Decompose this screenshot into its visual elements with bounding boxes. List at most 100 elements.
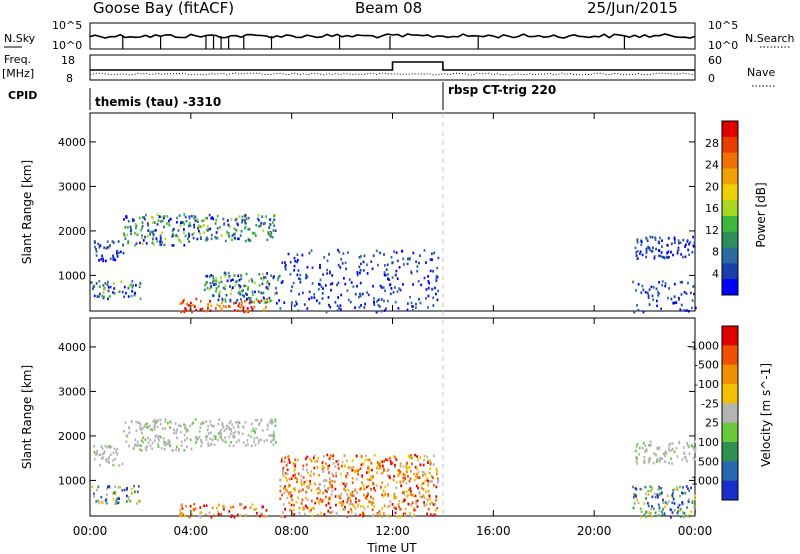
echo-cell bbox=[232, 435, 234, 438]
echo-cell bbox=[327, 498, 330, 501]
echo-cell bbox=[412, 251, 415, 255]
echo-cell bbox=[427, 507, 430, 511]
echo-cell bbox=[239, 306, 242, 309]
echo-cell bbox=[402, 257, 405, 261]
echo-cell bbox=[228, 235, 231, 238]
echo-cell bbox=[224, 272, 227, 276]
echo-cell bbox=[388, 475, 391, 478]
echo-cell bbox=[102, 291, 105, 294]
echo-cell bbox=[672, 253, 674, 257]
echo-cell bbox=[257, 290, 260, 293]
echo-cell bbox=[416, 472, 418, 476]
echo-cell bbox=[292, 474, 295, 478]
velocity-panel bbox=[89, 317, 696, 517]
echo-cell bbox=[687, 444, 689, 447]
echo-cell bbox=[661, 457, 663, 460]
echo-cell bbox=[331, 484, 333, 487]
echo-cell bbox=[99, 463, 101, 467]
velocity-echoes bbox=[91, 418, 697, 519]
echo-cell bbox=[435, 495, 438, 498]
echo-cell bbox=[336, 283, 338, 287]
echo-cell bbox=[120, 280, 123, 284]
echo-cell bbox=[200, 225, 203, 228]
echo-cell bbox=[131, 218, 134, 221]
echo-cell bbox=[319, 263, 321, 267]
echo-cell bbox=[130, 419, 133, 423]
echo-cell bbox=[209, 282, 212, 285]
echo-cell bbox=[239, 285, 242, 288]
echo-cell bbox=[184, 425, 187, 429]
y-tick-label: 3000 bbox=[58, 385, 86, 398]
echo-cell bbox=[175, 445, 178, 449]
echo-cell bbox=[406, 466, 409, 470]
nave-label: Nave bbox=[747, 66, 775, 79]
echo-cell bbox=[657, 488, 660, 491]
echo-cell bbox=[200, 300, 202, 303]
echo-cell bbox=[644, 485, 647, 489]
echo-cell bbox=[391, 276, 394, 279]
power-ylabel: Slant Range [km] bbox=[20, 160, 34, 264]
echo-cell bbox=[359, 513, 362, 517]
echo-cell bbox=[253, 508, 255, 511]
echo-cell bbox=[102, 257, 104, 261]
echo-cell bbox=[267, 231, 270, 234]
echo-cell bbox=[693, 505, 696, 508]
echo-cell bbox=[105, 247, 108, 250]
echo-cell bbox=[656, 458, 658, 461]
echo-cell bbox=[391, 261, 394, 264]
echo-cell bbox=[207, 432, 210, 435]
echo-cell bbox=[414, 465, 417, 469]
echo-cell bbox=[346, 459, 348, 463]
echo-cell bbox=[95, 282, 98, 285]
echo-cell bbox=[321, 467, 324, 471]
echo-cell bbox=[183, 433, 186, 437]
echo-cell bbox=[657, 240, 660, 244]
echo-cell bbox=[418, 476, 421, 479]
echo-cell bbox=[107, 286, 110, 289]
echo-cell bbox=[688, 514, 691, 518]
echo-cell bbox=[320, 285, 323, 288]
echo-cell bbox=[388, 504, 391, 508]
echo-cell bbox=[368, 478, 371, 482]
echo-cell bbox=[431, 288, 434, 291]
echo-cell bbox=[408, 479, 411, 483]
echo-cell bbox=[159, 220, 162, 223]
echo-cell bbox=[345, 483, 347, 486]
echo-cell bbox=[676, 455, 679, 458]
echo-cell bbox=[136, 233, 139, 237]
echo-cell bbox=[400, 484, 403, 487]
echo-cell bbox=[436, 472, 438, 476]
echo-cell bbox=[671, 442, 674, 445]
echo-cell bbox=[285, 476, 287, 480]
colorbar-tick-label: 500 bbox=[698, 455, 719, 468]
echo-cell bbox=[660, 491, 663, 494]
echo-cell bbox=[661, 239, 663, 242]
echo-cell bbox=[224, 239, 227, 243]
echo-cell bbox=[221, 424, 224, 427]
echo-cell bbox=[223, 508, 225, 511]
echo-cell bbox=[173, 428, 175, 432]
echo-cell bbox=[280, 460, 283, 463]
echo-cell bbox=[403, 263, 405, 266]
nsky-panel bbox=[89, 22, 696, 50]
echo-cell bbox=[324, 489, 327, 492]
echo-cell bbox=[176, 216, 178, 220]
echo-cell bbox=[253, 429, 255, 433]
echo-cell bbox=[431, 480, 433, 483]
echo-cell bbox=[148, 424, 151, 428]
echo-cell bbox=[247, 227, 249, 231]
velocity-ylabel: Slant Range [km] bbox=[20, 365, 34, 469]
echo-cell bbox=[318, 301, 321, 305]
echo-cell bbox=[346, 289, 349, 292]
echo-cell bbox=[340, 504, 343, 507]
echo-cell bbox=[671, 493, 674, 497]
echo-cell bbox=[398, 505, 401, 509]
echo-cell bbox=[236, 298, 239, 302]
echo-cell bbox=[153, 229, 156, 233]
echo-cell bbox=[174, 234, 177, 237]
echo-cell bbox=[427, 482, 430, 486]
echo-cell bbox=[653, 255, 656, 258]
echo-cell bbox=[225, 293, 228, 297]
echo-cell bbox=[123, 295, 126, 299]
echo-cell bbox=[331, 479, 334, 483]
